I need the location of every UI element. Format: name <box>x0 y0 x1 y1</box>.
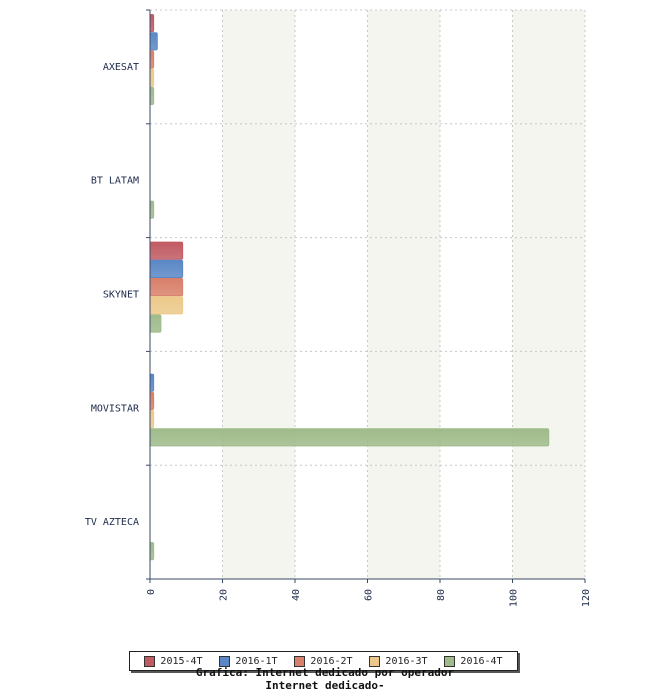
bar-2016-1T-SKYNET <box>149 259 184 278</box>
chart-caption: Grafica: Internet dedicado por operador … <box>0 666 650 692</box>
x-tick-label: 100 <box>509 589 520 607</box>
legend-item: 2016-4T <box>444 655 503 667</box>
bar-2016-1T-MOVISTAR <box>149 373 155 392</box>
bar-2016-4T-BT LATAM <box>149 200 155 219</box>
chart-legend: 2015-4T 2016-1T 2016-2T 2016-3T 2016-4T <box>129 651 518 671</box>
plot-band <box>367 10 440 579</box>
legend-swatch <box>369 655 381 667</box>
bar-2016-4T-AXESAT <box>149 86 155 106</box>
bar-2016-2T-AXESAT <box>149 50 155 69</box>
x-tick-label: 80 <box>436 589 447 601</box>
bar-2016-4T-TV AZTECA <box>149 542 155 561</box>
bar-2016-3T-AXESAT <box>149 68 155 87</box>
legend-label: 2016-1T <box>235 655 278 667</box>
bar-2015-4T-AXESAT <box>149 14 155 33</box>
legend-label: 2016-3T <box>385 655 428 667</box>
y-tick-label: TV AZTECA <box>85 517 139 528</box>
x-tick-label: 0 <box>146 589 157 595</box>
legend-item: 2016-1T <box>219 655 278 667</box>
bar-2016-4T-SKYNET <box>149 314 162 333</box>
legend-label: 2016-2T <box>310 655 353 667</box>
caption-line-1: Grafica: Internet dedicado por operador <box>195 666 455 679</box>
bar-2016-3T-MOVISTAR <box>149 410 155 429</box>
bar-2016-1T-AXESAT <box>149 32 158 51</box>
legend-item: 2016-3T <box>369 655 428 667</box>
x-tick-label: 120 <box>581 589 592 607</box>
bar-2015-4T-SKYNET <box>149 241 184 260</box>
x-tick-label: 60 <box>364 589 375 601</box>
bar-2016-2T-SKYNET <box>149 278 184 297</box>
plot-band <box>512 10 585 579</box>
plot-band <box>222 10 295 579</box>
legend-swatch <box>219 655 231 667</box>
x-tick-label: 40 <box>291 589 302 601</box>
legend-label: 2015-4T <box>160 655 203 667</box>
legend-swatch <box>444 655 456 667</box>
y-tick-label: AXESAT <box>103 62 139 73</box>
legend-label: 2016-4T <box>460 655 503 667</box>
y-tick-label: SKYNET <box>103 290 139 301</box>
y-tick-label: BT LATAM <box>91 176 139 187</box>
legend-swatch <box>144 655 156 667</box>
legend-item: 2016-2T <box>294 655 353 667</box>
bar-2016-4T-MOVISTAR <box>149 428 550 447</box>
legend-swatch <box>294 655 306 667</box>
legend-item: 2015-4T <box>144 655 203 667</box>
caption-line-2: Internet dedicado- <box>265 679 385 692</box>
bar-2016-2T-MOVISTAR <box>149 391 155 410</box>
bar-2016-3T-SKYNET <box>149 296 184 315</box>
x-tick-label: 20 <box>219 589 230 601</box>
y-tick-label: MOVISTAR <box>91 403 140 414</box>
